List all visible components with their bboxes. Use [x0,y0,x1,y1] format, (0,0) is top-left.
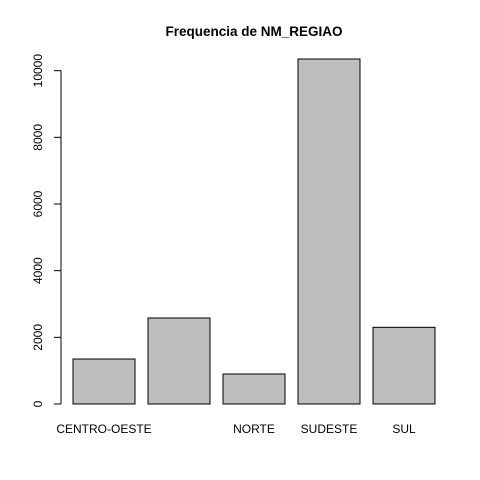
y-tick-label: 6000 [31,190,45,217]
x-tick-label-sudeste: SUDESTE [301,422,358,436]
x-tick-label-centro-oeste: CENTRO-OESTE [56,422,151,436]
y-tick-label: 10000 [31,54,45,88]
x-tick-labels: CENTRO-OESTE NORTE SUDESTE SUL [56,422,416,436]
bar-sul [372,326,436,405]
bar-centro-oeste [72,358,136,405]
y-tick-label: 4000 [31,257,45,284]
x-tick-label-norte: NORTE [233,422,275,436]
y-tick-label: 8000 [31,124,45,151]
y-tick-label: 0 [31,400,45,407]
bar-sudeste [297,58,361,405]
y-axis: 0 2000 4000 6000 8000 10000 [31,54,62,407]
bar-category-2 [147,317,211,405]
chart-title: Frequencia de NM_REGIAO [165,24,342,39]
bars-group [72,58,436,405]
x-tick-label-sul: SUL [392,422,416,436]
y-tick-label: 2000 [31,324,45,351]
bar-norte [222,373,286,405]
